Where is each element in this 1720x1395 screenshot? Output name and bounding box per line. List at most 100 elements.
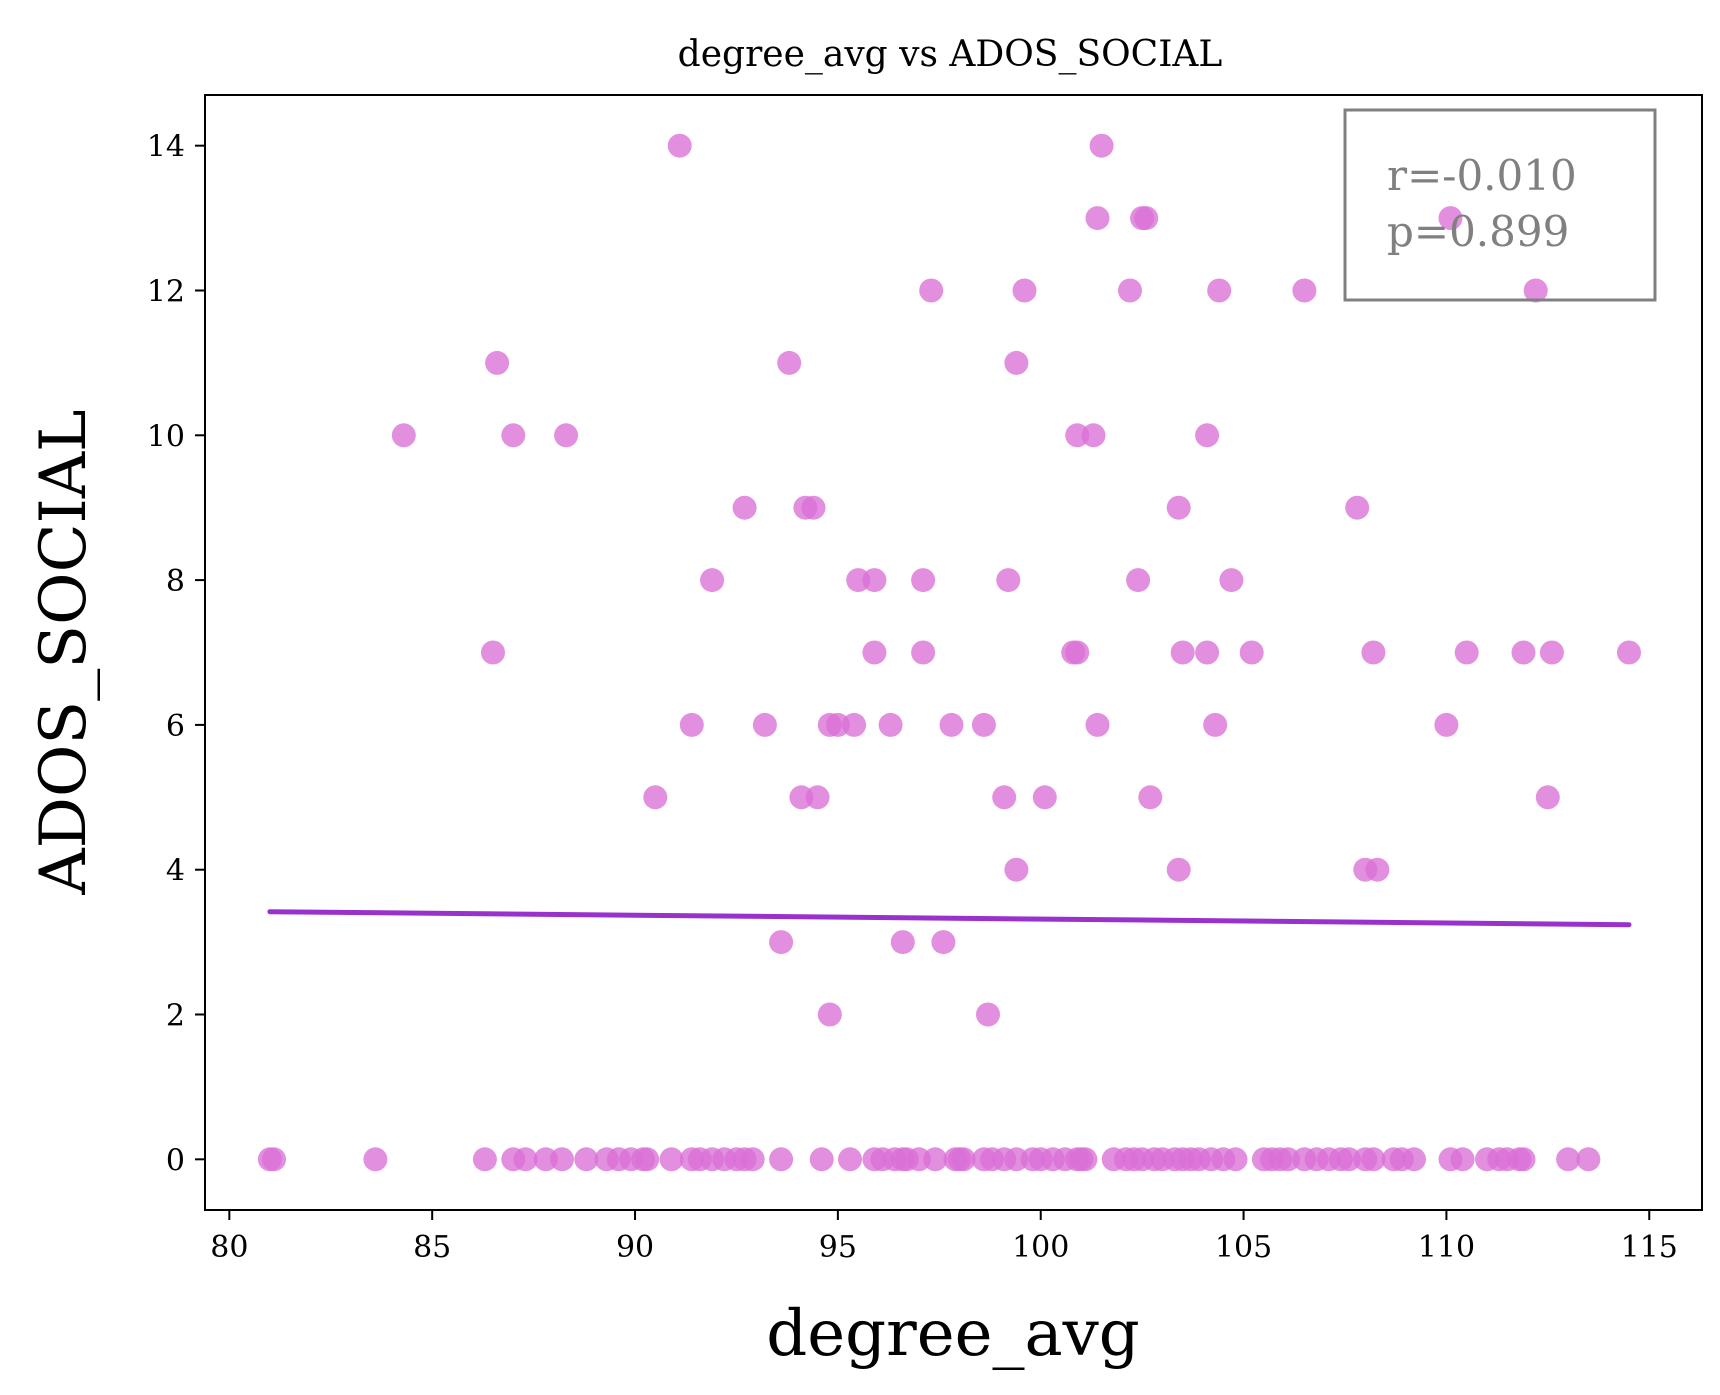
data-point	[1166, 857, 1191, 882]
data-point	[1450, 1147, 1475, 1172]
data-point	[1134, 206, 1159, 231]
x-tick-label: 80	[210, 1230, 248, 1265]
data-point	[890, 930, 915, 955]
data-point	[1004, 857, 1029, 882]
x-tick-label: 115	[1621, 1230, 1678, 1265]
data-point	[971, 712, 996, 737]
data-point	[1073, 1147, 1098, 1172]
data-point	[1511, 1147, 1536, 1172]
data-point	[951, 1147, 976, 1172]
data-point	[262, 1147, 286, 1172]
data-point	[667, 133, 692, 158]
data-point	[769, 1147, 794, 1172]
data-point	[363, 1147, 388, 1172]
data-point	[574, 1147, 599, 1172]
data-point	[1556, 1147, 1581, 1172]
data-point	[838, 1147, 862, 1172]
y-tick-label: 4	[166, 854, 185, 889]
data-point	[801, 495, 826, 520]
data-point	[1203, 712, 1228, 737]
data-point	[1085, 712, 1110, 737]
points-layer	[257, 133, 1641, 1172]
data-point	[700, 568, 725, 593]
data-point	[919, 278, 944, 303]
data-point	[554, 423, 579, 448]
data-point	[659, 1147, 684, 1172]
data-point	[996, 568, 1021, 593]
data-point	[842, 712, 867, 737]
data-point	[635, 1147, 660, 1172]
data-point	[817, 1002, 842, 1027]
chart-title: degree_avg vs ADOS_SOCIAL	[678, 34, 1223, 75]
data-point	[752, 712, 777, 737]
y-axis: 0 2 4 6 8 10 12 14	[147, 130, 205, 1178]
data-point	[1138, 785, 1163, 810]
data-point	[992, 785, 1017, 810]
data-point	[805, 785, 830, 810]
data-point	[1454, 640, 1479, 665]
data-point	[1089, 133, 1114, 158]
data-point	[1361, 640, 1386, 665]
y-tick-label: 10	[147, 419, 185, 454]
x-tick-label: 95	[819, 1230, 857, 1265]
data-point	[1345, 495, 1370, 520]
data-point	[1032, 785, 1057, 810]
data-point	[485, 350, 510, 375]
y-tick-label: 12	[147, 274, 185, 309]
data-point	[911, 640, 936, 665]
data-point	[923, 1147, 948, 1172]
data-point	[939, 712, 964, 737]
data-point	[878, 712, 903, 737]
data-point	[931, 930, 956, 955]
data-point	[1166, 495, 1191, 520]
data-point	[740, 1147, 765, 1172]
data-point	[679, 712, 704, 737]
data-point	[1365, 857, 1390, 882]
data-point	[1126, 568, 1151, 593]
data-point	[472, 1147, 497, 1172]
regression-line	[267, 909, 1632, 928]
y-tick-label: 8	[166, 564, 185, 599]
y-axis-label: ADOS_SOCIAL	[27, 409, 101, 895]
data-point	[976, 1002, 1000, 1027]
data-point	[862, 568, 887, 593]
data-point	[1361, 1147, 1386, 1172]
data-point	[1523, 278, 1548, 303]
stats-p-value: p=0.899	[1387, 207, 1569, 256]
data-point	[1617, 640, 1641, 665]
data-point	[1085, 206, 1110, 231]
data-point	[1118, 278, 1142, 303]
data-point	[1402, 1147, 1426, 1172]
data-point	[501, 423, 526, 448]
data-point	[1195, 423, 1220, 448]
plot-area: r=-0.010 p=0.899	[204, 94, 1703, 1211]
data-point	[1223, 1147, 1248, 1172]
stats-r-value: r=-0.010	[1387, 151, 1577, 200]
y-tick-label: 0	[166, 1143, 185, 1178]
stats-annotation: r=-0.010 p=0.899	[1343, 108, 1657, 302]
data-point	[911, 568, 936, 593]
data-point	[481, 640, 505, 665]
data-point	[1576, 1147, 1601, 1172]
data-point	[1535, 785, 1560, 810]
data-point	[1170, 640, 1195, 665]
x-tick-label: 85	[413, 1230, 451, 1265]
data-point	[1219, 568, 1244, 593]
data-point	[1004, 350, 1029, 375]
x-tick-label: 110	[1418, 1230, 1475, 1265]
data-point	[643, 785, 668, 810]
x-tick-label: 100	[1012, 1230, 1069, 1265]
data-point	[1434, 712, 1459, 737]
data-point	[391, 423, 416, 448]
data-point	[1239, 640, 1264, 665]
plot-frame	[204, 94, 1703, 1211]
data-point	[1511, 640, 1536, 665]
data-point	[732, 495, 757, 520]
y-tick-label: 14	[147, 130, 185, 165]
trend-line-layer	[267, 909, 1632, 928]
y-tick-label: 2	[166, 999, 185, 1034]
data-point	[1081, 423, 1106, 448]
x-axis: 80 85 90 95 100 105 110 115	[210, 1210, 1678, 1265]
data-point	[1012, 278, 1037, 303]
